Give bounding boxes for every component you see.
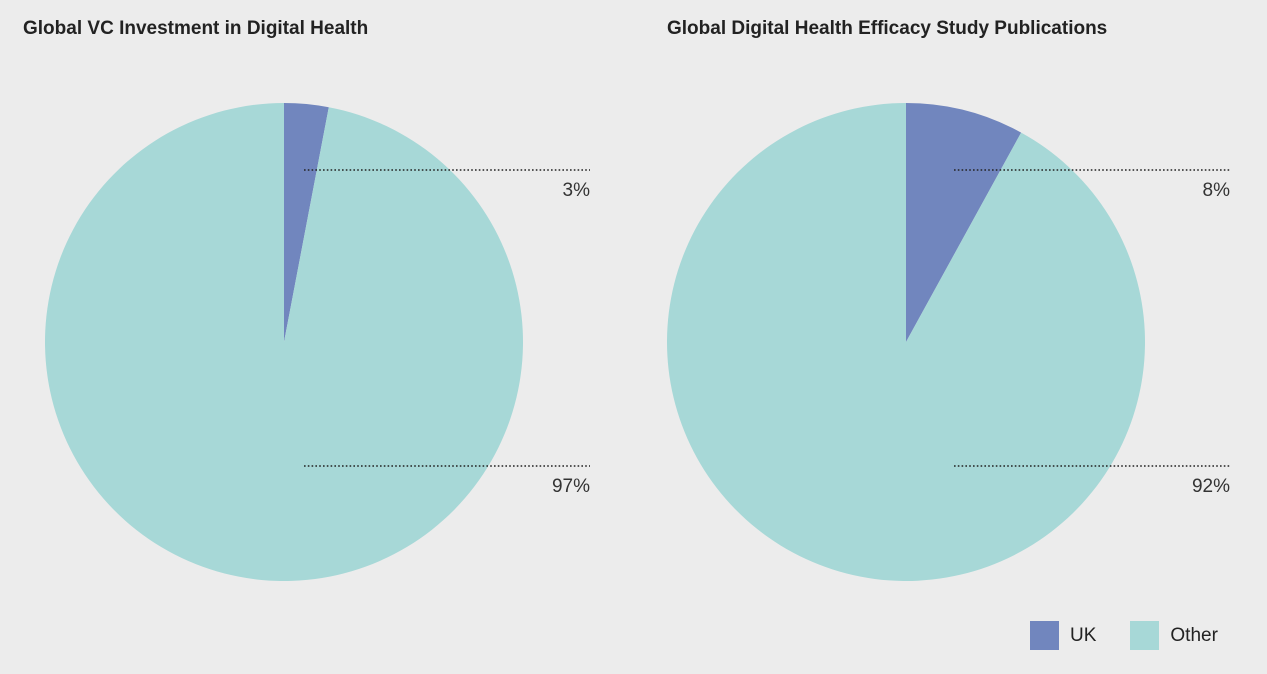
chart-title-efficacy-publications: Global Digital Health Efficacy Study Pub…	[667, 18, 1108, 39]
data-label-uk-0: 3%	[563, 180, 591, 201]
chart-title-vc-investment: Global VC Investment in Digital Health	[23, 18, 369, 39]
pie-slice-other-0	[45, 103, 524, 581]
legend-swatch-other	[1130, 621, 1160, 650]
pie-slice-other-1	[666, 103, 1145, 581]
data-label-other-1: 92%	[1192, 476, 1230, 497]
pie-slice-uk-1	[906, 103, 1022, 342]
data-label-uk-1: 8%	[1203, 180, 1231, 201]
legend-item-uk: UK	[1030, 621, 1096, 650]
data-label-other-0: 97%	[552, 476, 590, 497]
legend-swatch-uk	[1030, 621, 1059, 650]
legend-item-other: Other	[1130, 621, 1218, 650]
legend-label-other: Other	[1170, 624, 1218, 646]
legend-label-uk: UK	[1070, 624, 1097, 646]
legend: UK Other	[1030, 621, 1218, 650]
pie-slice-uk-0	[284, 103, 329, 342]
